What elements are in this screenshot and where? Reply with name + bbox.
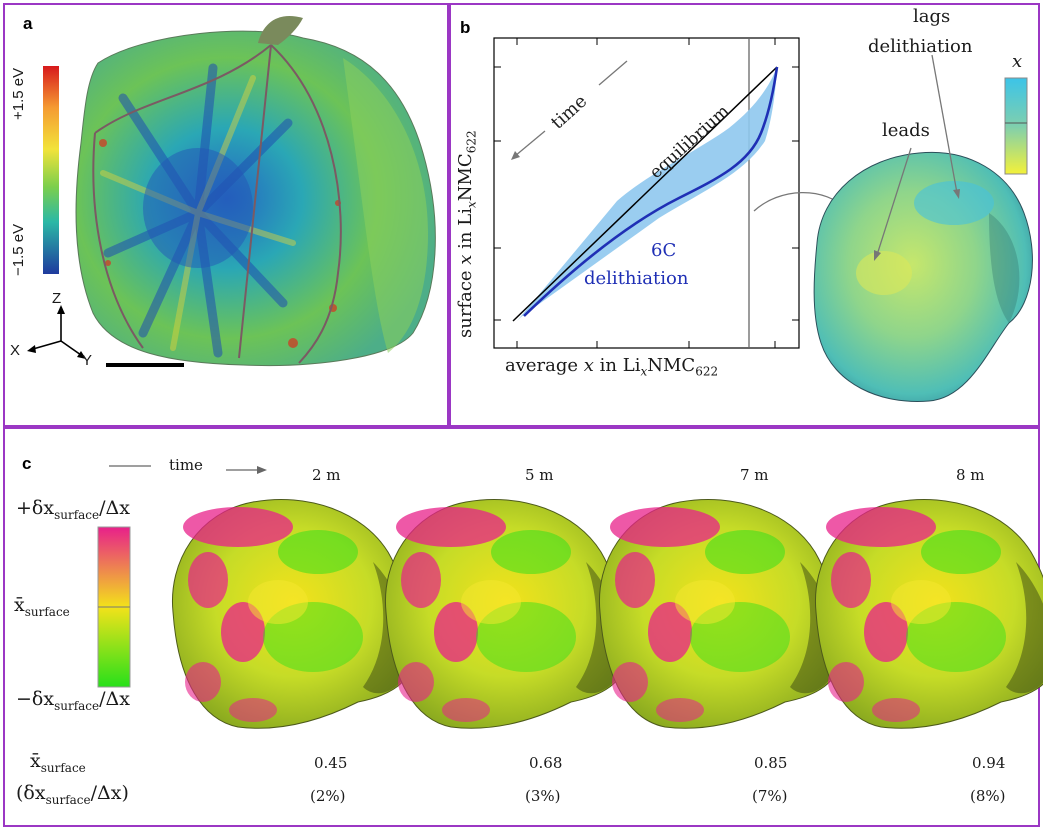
frame-pct-4: (8%) xyxy=(970,787,1006,805)
frame-mean-3: 0.85 xyxy=(754,754,788,772)
frame-mean-2: 0.68 xyxy=(529,754,563,772)
row-label-mean: x̄surface xyxy=(30,750,86,775)
colorbar-b-label: x xyxy=(1012,51,1023,72)
y-axis-label: surface x in LixNMC622 xyxy=(455,130,479,338)
row-label-pct: (δxsurface/Δx) xyxy=(16,782,129,807)
legend-bottom: −δxsurface/Δx xyxy=(16,688,130,713)
colorbar-bottom-label: −1.5 eV xyxy=(10,223,27,276)
legend-mid: x̄surface xyxy=(14,594,70,619)
equilibrium-line xyxy=(512,66,778,322)
variance-band xyxy=(517,67,777,321)
x-colorbar xyxy=(1004,77,1028,175)
frame-pct-1: (2%) xyxy=(310,787,346,805)
particle-frame-4 xyxy=(814,498,1043,729)
scale-bar xyxy=(106,363,184,367)
particle-frame-1 xyxy=(171,498,415,729)
x-axis-label: average x in LixNMC622 xyxy=(505,355,719,379)
panel-a xyxy=(3,3,449,427)
delithiation-plot xyxy=(493,37,1033,402)
frame-time-4: 8 m xyxy=(956,466,985,484)
panel-c-label: c xyxy=(22,454,32,473)
6c-delithiation-curve xyxy=(523,66,779,317)
curve-label-delithiation: delithiation xyxy=(584,268,689,289)
frame-time-2: 5 m xyxy=(525,466,554,484)
lags-label-2: delithiation xyxy=(868,36,973,57)
particle-frame-3 xyxy=(598,498,842,729)
panel-a-label: a xyxy=(23,14,33,33)
leads-label: leads xyxy=(882,120,930,141)
axis-x-label: X xyxy=(10,342,21,359)
frame-mean-1: 0.45 xyxy=(314,754,348,772)
lags-label-1: lags xyxy=(913,6,951,27)
colorbar-top-label: +1.5 eV xyxy=(10,67,27,120)
legend-top: +δxsurface/Δx xyxy=(16,497,130,522)
frame-mean-4: 0.94 xyxy=(972,754,1006,772)
particle-cross-section xyxy=(27,15,436,367)
time-label-c: time xyxy=(169,456,203,474)
frame-time-1: 2 m xyxy=(312,466,341,484)
axis-y-label: Y xyxy=(82,352,93,369)
frame-pct-2: (3%) xyxy=(525,787,561,805)
surface-evolution xyxy=(97,465,1043,729)
frame-time-3: 7 m xyxy=(740,466,769,484)
curve-label-6c: 6C xyxy=(651,240,677,261)
panel-b-label: b xyxy=(460,18,471,37)
energy-colorbar xyxy=(43,66,59,274)
frame-pct-3: (7%) xyxy=(752,787,788,805)
panel-b xyxy=(449,3,1040,427)
axis-z-label: Z xyxy=(52,290,62,307)
particle-frame-2 xyxy=(384,498,628,729)
